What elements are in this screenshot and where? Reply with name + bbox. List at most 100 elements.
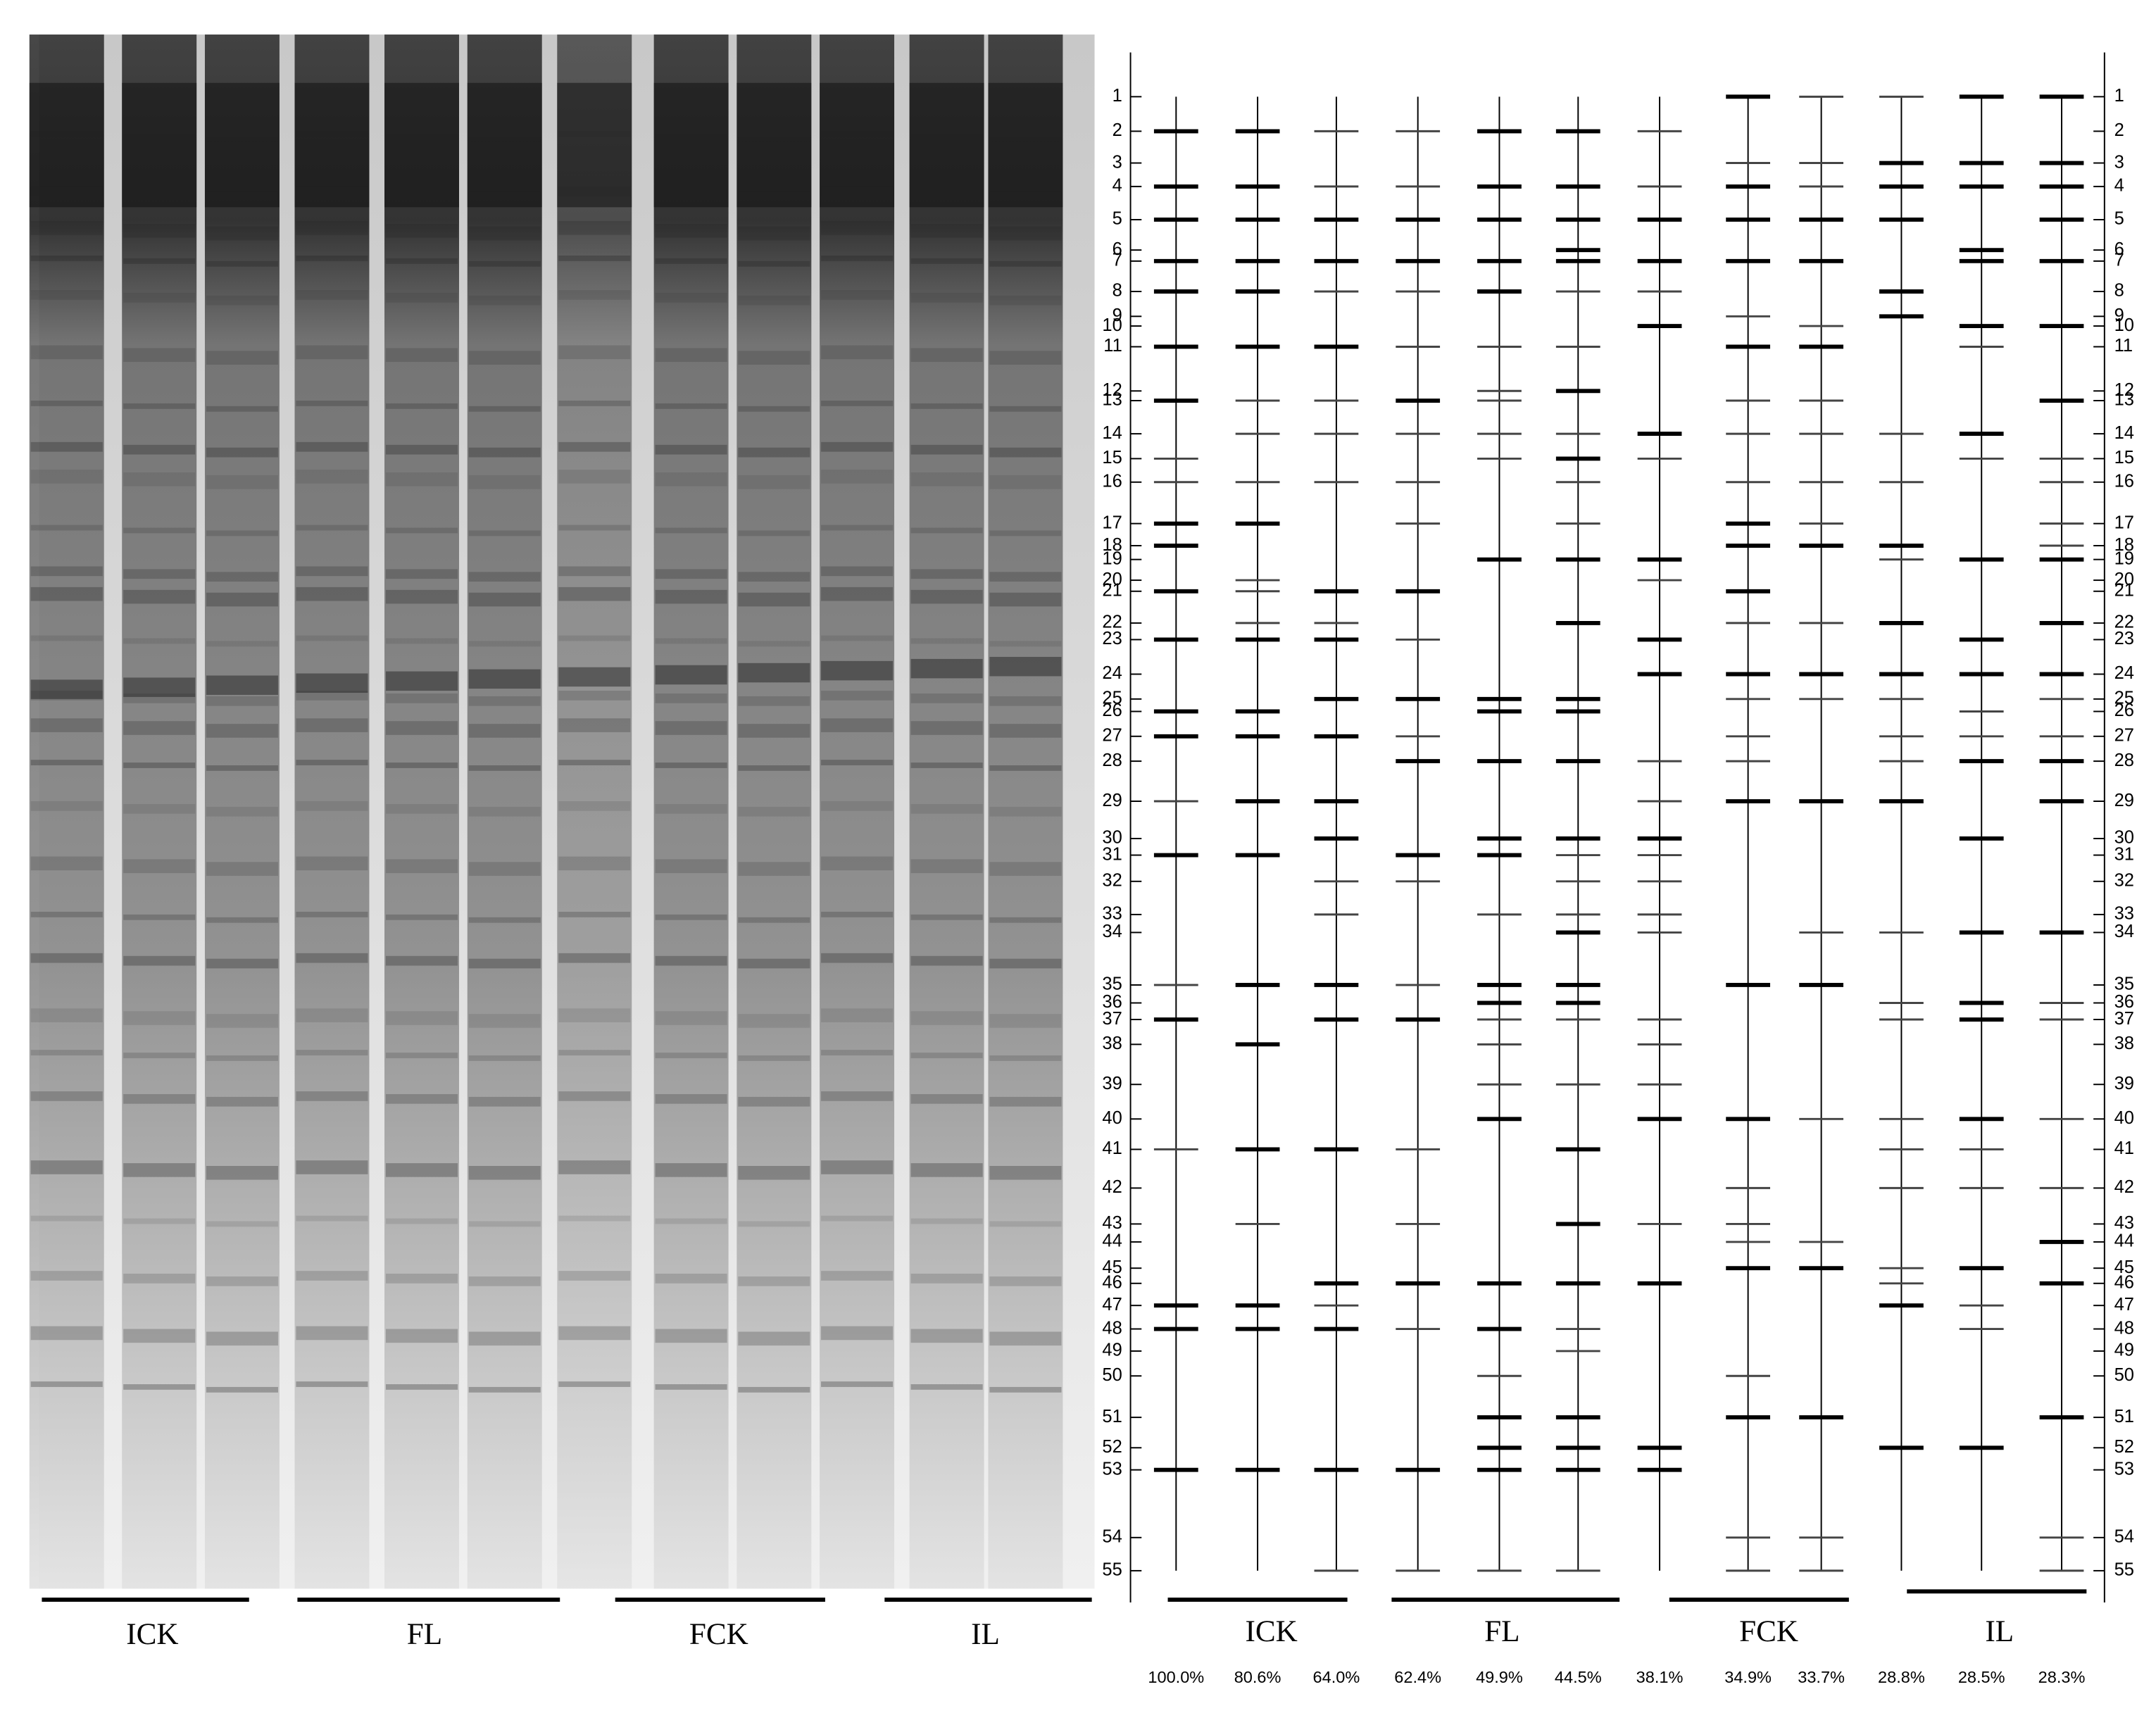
- gel-band: [821, 718, 894, 732]
- gel-band: [468, 226, 541, 241]
- gel-band: [296, 566, 368, 577]
- gel-band: [558, 667, 631, 687]
- marker-label: 12: [1102, 380, 1122, 400]
- gel-band: [468, 1331, 541, 1346]
- gel-band: [468, 862, 541, 876]
- gel-band: [206, 1014, 278, 1028]
- gel-band: [123, 223, 196, 238]
- gel-band: [385, 721, 458, 735]
- gel-band: [821, 911, 894, 917]
- gel-band: [821, 470, 894, 484]
- gel-band: [558, 718, 631, 732]
- similarity-label: 34.9%: [1724, 1668, 1772, 1686]
- gel-band: [385, 1093, 458, 1104]
- gel-band: [385, 134, 458, 140]
- gel-band: [296, 673, 368, 693]
- gel-band: [989, 295, 1062, 306]
- gel-band: [910, 1093, 983, 1104]
- gel-band: [821, 1050, 894, 1056]
- gel-band: [558, 691, 631, 701]
- gel-band: [558, 220, 631, 235]
- gel-band: [296, 220, 368, 235]
- gel-band: [468, 765, 541, 771]
- marker-label: 47: [2114, 1295, 2134, 1314]
- marker-label: 22: [1102, 613, 1122, 632]
- gel-band: [30, 760, 103, 766]
- gel-band: [558, 801, 631, 811]
- gel-band: [910, 189, 983, 199]
- marker-label: 31: [1102, 844, 1122, 864]
- gel-band: [385, 1274, 458, 1284]
- marker-label: 8: [1113, 281, 1122, 301]
- gel-band: [989, 137, 1062, 143]
- gel-band: [206, 1221, 278, 1227]
- marker-label: 37: [1102, 1009, 1122, 1029]
- gel-band: [821, 525, 894, 531]
- gel-band: [123, 134, 196, 140]
- gel-band: [989, 917, 1062, 923]
- gel-band: [910, 1163, 983, 1177]
- gel-band: [821, 255, 894, 261]
- gel-band: [821, 856, 894, 871]
- gel-band: [296, 760, 368, 766]
- marker-label: 49: [2114, 1341, 2134, 1360]
- gel-band: [738, 806, 810, 817]
- marker-label: 7: [2114, 251, 2124, 270]
- gel-band: [206, 917, 278, 923]
- gel-band: [738, 261, 810, 267]
- gel-band: [989, 1055, 1062, 1061]
- similarity-label: 38.1%: [1636, 1668, 1684, 1686]
- marker-label: 21: [1102, 581, 1122, 601]
- gel-band: [989, 1276, 1062, 1286]
- gel-band: [30, 911, 103, 917]
- marker-label: 21: [2114, 581, 2134, 601]
- marker-label: 45: [1102, 1257, 1122, 1277]
- marker-label: 32: [2114, 871, 2134, 891]
- gel-band: [206, 137, 278, 143]
- gel-band: [558, 760, 631, 766]
- gel-band: [558, 1271, 631, 1281]
- gel-band: [123, 403, 196, 409]
- gel-band: [123, 1093, 196, 1104]
- marker-label: 35: [1102, 974, 1122, 994]
- marker-label: 26: [1102, 701, 1122, 720]
- gel-band: [468, 696, 541, 706]
- gel-band: [296, 401, 368, 406]
- gel-band: [989, 261, 1062, 267]
- gel-band: [989, 862, 1062, 876]
- marker-label: 18: [2114, 535, 2134, 555]
- similarity-label: 64.0%: [1313, 1668, 1360, 1686]
- gel-band: [989, 447, 1062, 458]
- gel-band: [385, 1384, 458, 1390]
- gel-band: [468, 1055, 541, 1061]
- gel-band: [468, 1386, 541, 1393]
- marker-label: 43: [2114, 1213, 2134, 1233]
- gel-band: [989, 592, 1062, 607]
- gel-band: [30, 718, 103, 732]
- gel-band: [30, 801, 103, 811]
- marker-label: 34: [2114, 922, 2134, 941]
- marker-label: 52: [2114, 1437, 2134, 1457]
- marker-label: 2: [1113, 120, 1122, 140]
- gel-band: [296, 691, 368, 701]
- gel-band: [385, 763, 458, 768]
- gel-band: [30, 953, 103, 963]
- group-label: FL: [407, 1618, 442, 1651]
- gel-band: [123, 472, 196, 487]
- marker-label: 5: [1113, 209, 1122, 229]
- gel-band: [468, 917, 541, 923]
- gel-band: [123, 589, 196, 604]
- group-label: ICK: [1246, 1615, 1298, 1648]
- gel-band: [910, 292, 983, 303]
- gel-band: [385, 292, 458, 303]
- gel-band: [558, 1160, 631, 1174]
- gel-band: [821, 401, 894, 406]
- group-label: FCK: [689, 1618, 748, 1651]
- gel-top-band: [820, 82, 895, 208]
- gel-top-band: [467, 82, 542, 208]
- marker-label: 14: [1102, 423, 1122, 443]
- marker-label: 24: [1102, 663, 1122, 683]
- marker-label: 18: [1102, 535, 1122, 555]
- gel-band: [385, 527, 458, 534]
